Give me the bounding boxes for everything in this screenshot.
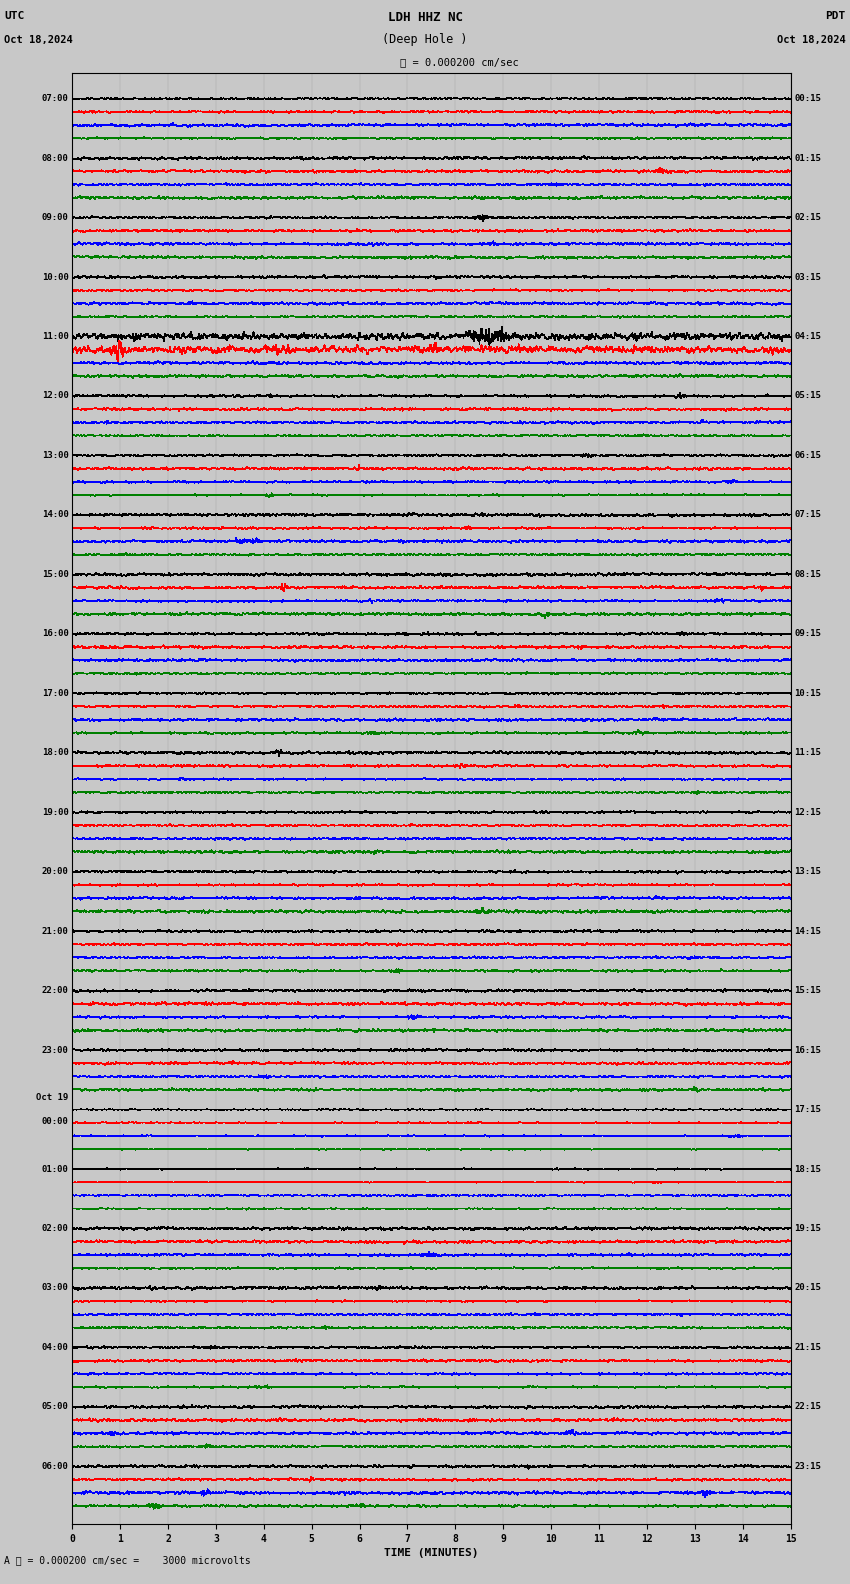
Text: 17:00: 17:00 [42, 689, 69, 699]
Text: 10:00: 10:00 [42, 272, 69, 282]
Text: LDH HHZ NC: LDH HHZ NC [388, 11, 462, 24]
Text: 06:00: 06:00 [42, 1462, 69, 1472]
Text: 18:00: 18:00 [42, 748, 69, 757]
Text: 07:00: 07:00 [42, 93, 69, 103]
Text: Oct 18,2024: Oct 18,2024 [4, 35, 73, 44]
Text: 21:00: 21:00 [42, 927, 69, 936]
Text: 15:00: 15:00 [42, 570, 69, 578]
Text: 12:00: 12:00 [42, 391, 69, 401]
Text: 08:15: 08:15 [794, 570, 821, 578]
Text: 17:15: 17:15 [794, 1106, 821, 1114]
Text: 09:15: 09:15 [794, 629, 821, 638]
Text: 11:00: 11:00 [42, 333, 69, 341]
Text: 23:15: 23:15 [794, 1462, 821, 1472]
Text: 00:15: 00:15 [794, 93, 821, 103]
Text: 06:15: 06:15 [794, 451, 821, 459]
Text: 07:15: 07:15 [794, 510, 821, 520]
Text: 03:15: 03:15 [794, 272, 821, 282]
Text: 16:00: 16:00 [42, 629, 69, 638]
Text: Oct 18,2024: Oct 18,2024 [777, 35, 846, 44]
Text: 09:00: 09:00 [42, 214, 69, 222]
Text: 22:15: 22:15 [794, 1402, 821, 1411]
X-axis label: TIME (MINUTES): TIME (MINUTES) [384, 1548, 479, 1557]
Text: 14:00: 14:00 [42, 510, 69, 520]
Text: 13:00: 13:00 [42, 451, 69, 459]
Text: 01:00: 01:00 [42, 1164, 69, 1174]
Text: 18:15: 18:15 [794, 1164, 821, 1174]
Text: UTC: UTC [4, 11, 25, 21]
Text: 15:15: 15:15 [794, 987, 821, 995]
Text: 01:15: 01:15 [794, 154, 821, 163]
Text: 13:15: 13:15 [794, 866, 821, 876]
Text: 22:00: 22:00 [42, 987, 69, 995]
Text: 14:15: 14:15 [794, 927, 821, 936]
Text: 02:00: 02:00 [42, 1224, 69, 1232]
Text: 10:15: 10:15 [794, 689, 821, 699]
Text: 12:15: 12:15 [794, 808, 821, 817]
Text: 00:00: 00:00 [42, 1117, 69, 1126]
Text: 08:00: 08:00 [42, 154, 69, 163]
Text: PDT: PDT [825, 11, 846, 21]
Text: (Deep Hole ): (Deep Hole ) [382, 33, 468, 46]
Text: 02:15: 02:15 [794, 214, 821, 222]
Text: 21:15: 21:15 [794, 1343, 821, 1351]
Text: 20:15: 20:15 [794, 1283, 821, 1293]
Text: A ⎸ = 0.000200 cm/sec =    3000 microvolts: A ⎸ = 0.000200 cm/sec = 3000 microvolts [4, 1555, 251, 1565]
Text: ⎸ = 0.000200 cm/sec: ⎸ = 0.000200 cm/sec [400, 57, 518, 67]
Text: 11:15: 11:15 [794, 748, 821, 757]
Text: 05:00: 05:00 [42, 1402, 69, 1411]
Text: 03:00: 03:00 [42, 1283, 69, 1293]
Text: 19:15: 19:15 [794, 1224, 821, 1232]
Text: 04:15: 04:15 [794, 333, 821, 341]
Text: 23:00: 23:00 [42, 1045, 69, 1055]
Text: Oct 19: Oct 19 [37, 1093, 69, 1102]
Text: 16:15: 16:15 [794, 1045, 821, 1055]
Text: 19:00: 19:00 [42, 808, 69, 817]
Text: 20:00: 20:00 [42, 866, 69, 876]
Text: 05:15: 05:15 [794, 391, 821, 401]
Text: 04:00: 04:00 [42, 1343, 69, 1351]
